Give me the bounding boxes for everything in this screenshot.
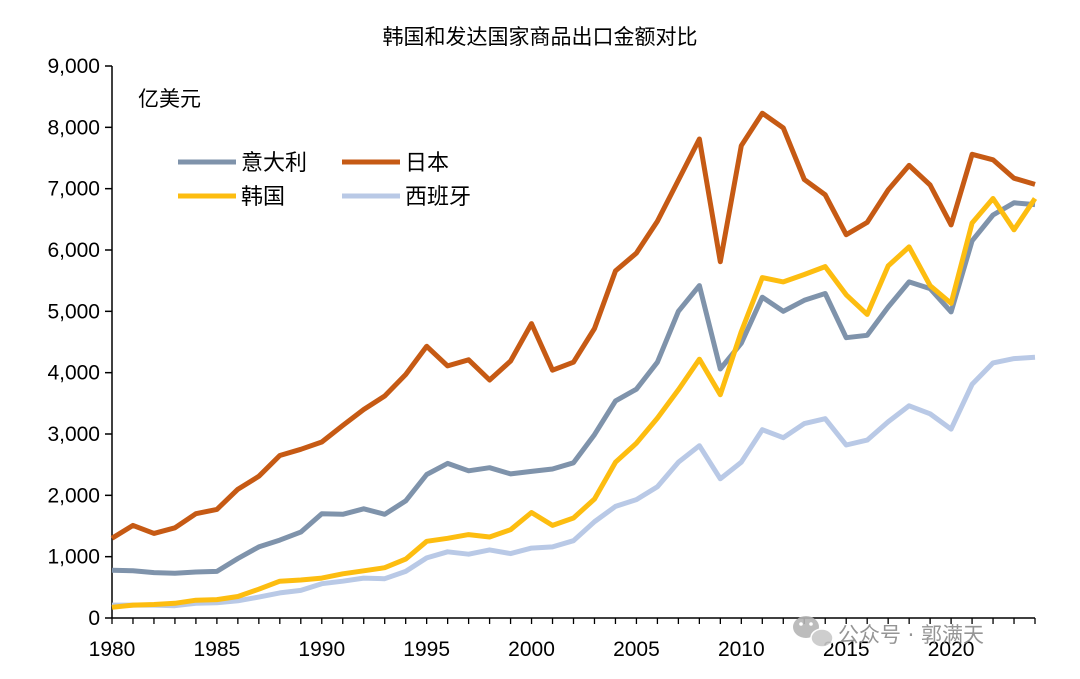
y-tick-label: 8,000 [47,116,100,139]
x-tick-label: 2010 [718,638,765,661]
legend-label: 韩国 [241,185,285,210]
series-line-0 [111,200,1036,576]
x-tick-label: 1985 [194,638,241,661]
y-tick-label: 7,000 [47,178,100,201]
y-tick-label: 2,000 [47,484,100,507]
series-line-1 [110,110,1036,541]
x-tick-label: 2005 [613,638,660,661]
legend-label: 西班牙 [405,185,471,210]
legend-label: 意大利 [241,151,307,176]
chart-title: 韩国和发达国家商品出口金额对比 [383,25,698,49]
y-tick-label: 9,000 [47,55,100,78]
y-tick-label: 3,000 [47,423,100,446]
y-tick-label: 1,000 [47,546,100,569]
unit-label: 亿美元 [138,87,201,111]
x-tick-label: 1995 [403,638,450,661]
y-ticks: 0 1,000 2,000 3,000 4,000 5,000 6,000 7,000 8,00… [47,55,112,630]
x-tick-label: 1980 [89,638,136,661]
x-ticks: 1980 1985 1990 1995 2000 2005 2010 2015 2020 [89,618,1036,661]
wechat-icon [793,616,834,648]
series-lines [110,110,1038,610]
legend-label: 日本 [405,151,449,176]
y-tick-label: 4,000 [47,362,100,385]
x-tick-label: 2015 [823,638,870,661]
series-line-2 [111,196,1038,610]
x-tick-label: 2000 [508,638,555,661]
x-tick-label: 1990 [298,638,345,661]
y-tick-label: 5,000 [47,300,100,323]
y-tick-label: 6,000 [47,239,100,262]
watermark-text: 公众号 · 郭满天 [838,623,984,647]
y-tick-label: 0 [88,607,100,630]
series-line-3 [112,354,1036,609]
axes [111,66,1035,619]
x-tick-label: 2020 [928,638,975,661]
watermark: 公众号 · 郭满天 [793,616,984,648]
